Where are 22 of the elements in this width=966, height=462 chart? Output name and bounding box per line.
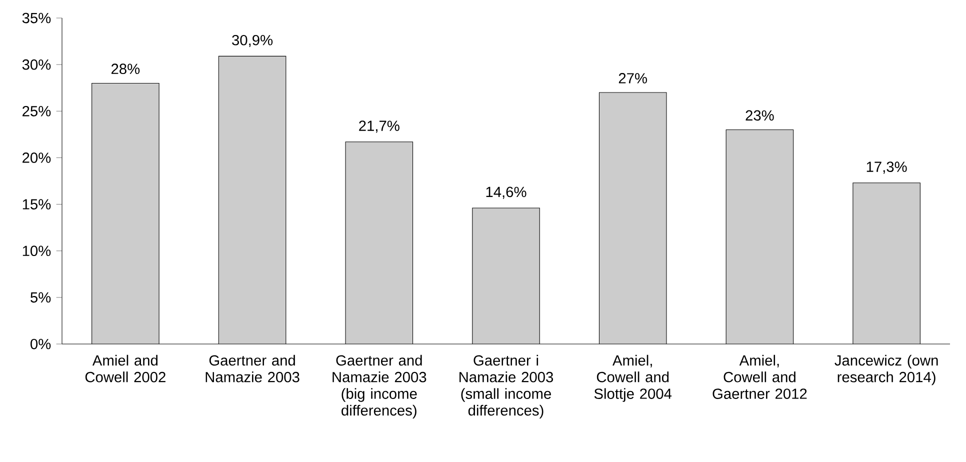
x-tick-label: Amiel and Cowell 2002 — [85, 354, 166, 382]
x-tick-label: Amiel, Cowell and Slottje 2004 — [594, 354, 672, 402]
y-tick-label: 35% — [22, 12, 51, 24]
data-label: 14,6% — [486, 186, 526, 199]
x-tick-label: Gaertner i Namazie 2003 (small income differences) — [460, 354, 554, 419]
data-label: 21,7% — [359, 120, 400, 133]
y-tick-label: 25% — [22, 106, 51, 116]
data-label: 28% — [111, 64, 140, 74]
data-label: 17,3% — [866, 162, 907, 174]
x-tick-label: Amiel, Cowell and Gaertner 2012 — [712, 354, 807, 399]
data-label: 23% — [746, 110, 774, 121]
x-tick-label: Gaertner and Namazie 2003 (big income differences) — [332, 354, 426, 419]
x-tick-label: Jancewicz (own research 2014) — [834, 354, 938, 386]
y-tick-label: 10% — [22, 246, 51, 256]
y-tick-label: 30% — [22, 59, 51, 70]
data-label: 27% — [618, 73, 647, 84]
y-tick-label: 15% — [22, 199, 51, 210]
x-tick-label: Gaertner and Namazie 2003 — [206, 354, 300, 382]
data-label: 30,9% — [232, 34, 273, 48]
y-tick-label: 0% — [30, 338, 51, 350]
y-tick-label: 5% — [30, 292, 51, 303]
y-tick-label: 20% — [22, 152, 51, 163]
